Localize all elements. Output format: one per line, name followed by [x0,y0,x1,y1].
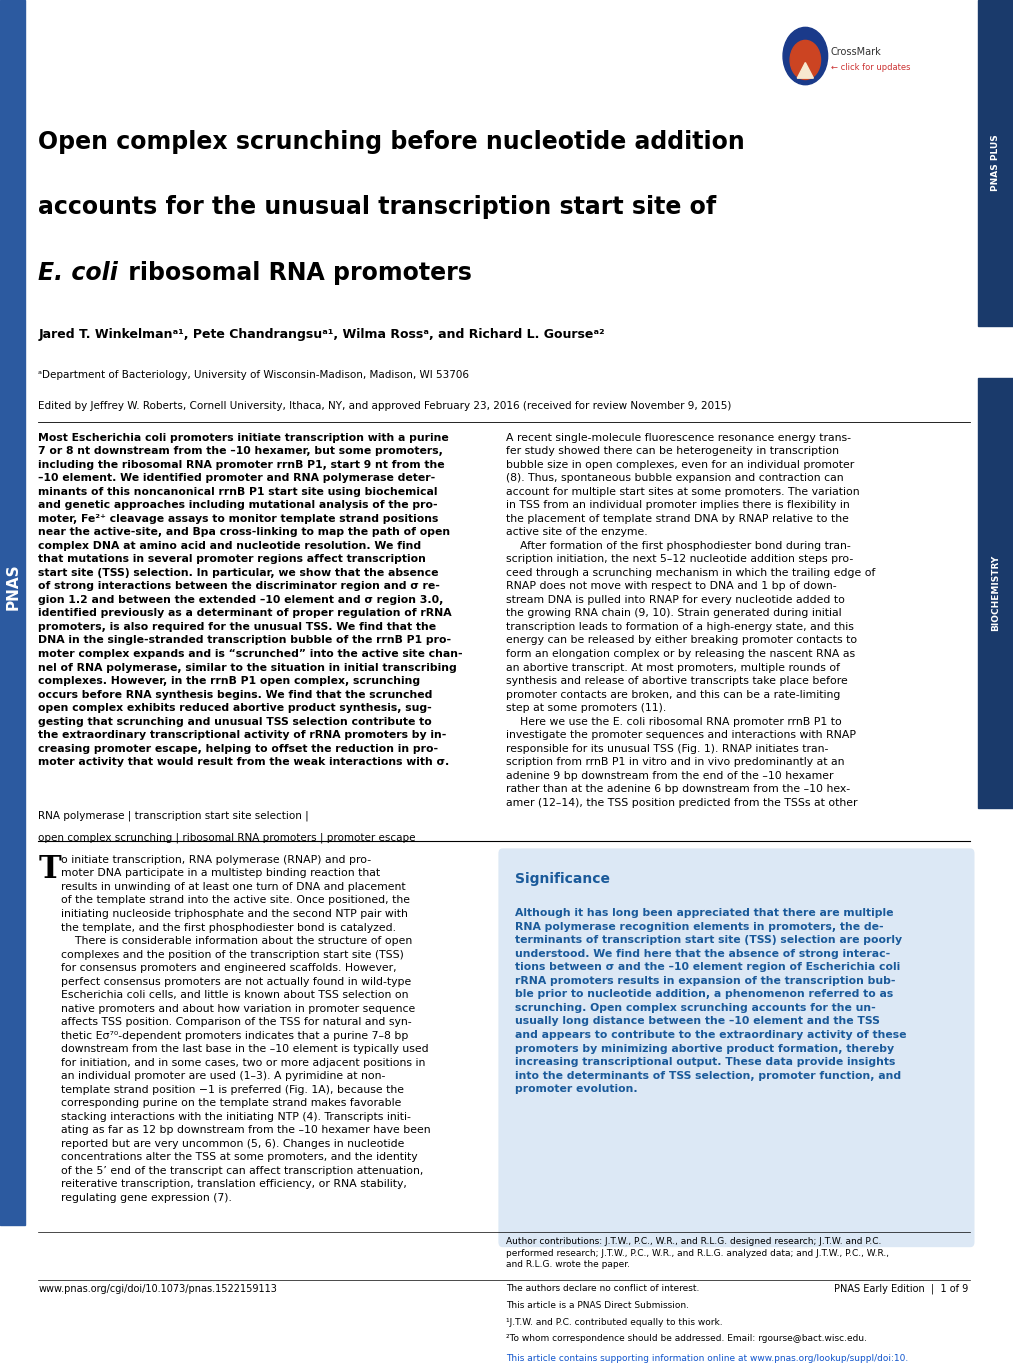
Text: This article contains supporting information online at www.pnas.org/lookup/suppl: This article contains supporting informa… [506,1354,908,1365]
Text: Edited by Jeffrey W. Roberts, Cornell University, Ithaca, NY, and approved Febru: Edited by Jeffrey W. Roberts, Cornell Un… [39,401,732,411]
Text: ribosomal RNA promoters: ribosomal RNA promoters [119,261,471,285]
Text: accounts for the unusual transcription start site of: accounts for the unusual transcription s… [39,195,716,220]
Text: open complex scrunching | ribosomal RNA promoters | promoter escape: open complex scrunching | ribosomal RNA … [39,833,416,844]
Text: ᵃDepartment of Bacteriology, University of Wisconsin-Madison, Madison, WI 53706: ᵃDepartment of Bacteriology, University … [39,370,469,379]
Text: ¹J.T.W. and P.C. contributed equally to this work.: ¹J.T.W. and P.C. contributed equally to … [506,1317,722,1327]
Text: Most Escherichia coli promoters initiate transcription with a purine
7 or 8 nt d: Most Escherichia coli promoters initiate… [39,433,463,767]
Circle shape [783,27,826,85]
Text: Although it has long been appreciated that there are multiple
RNA polymerase rec: Although it has long been appreciated th… [515,908,905,1095]
Bar [976,0,1012,326]
Text: This article is a PNAS Direct Submission.: This article is a PNAS Direct Submission… [506,1301,689,1309]
FancyBboxPatch shape [498,849,973,1248]
Bar [976,378,1012,808]
Text: o initiate transcription, RNA polymerase (RNAP) and pro-
moter DNA participate i: o initiate transcription, RNA polymerase… [61,854,430,1203]
Text: www.pnas.org/cgi/doi/10.1073/pnas.1522159113: www.pnas.org/cgi/doi/10.1073/pnas.152215… [39,1283,277,1294]
Circle shape [790,41,819,79]
Text: T: T [39,853,61,885]
Text: The authors declare no conflict of interest.: The authors declare no conflict of inter… [506,1283,699,1293]
Text: BIOCHEMISTRY: BIOCHEMISTRY [989,554,999,631]
Text: PNAS: PNAS [5,564,20,610]
Text: PNAS Early Edition  |  1 of 9: PNAS Early Edition | 1 of 9 [834,1283,967,1294]
Text: RNA polymerase | transcription start site selection |: RNA polymerase | transcription start sit… [39,811,309,822]
Text: ²To whom correspondence should be addressed. Email: rgourse@bact.wisc.edu.: ²To whom correspondence should be addres… [506,1335,866,1343]
Polygon shape [797,63,812,78]
Text: PNAS PLUS: PNAS PLUS [989,135,999,191]
Text: Downloaded by guest on September 30, 2021: Downloaded by guest on September 30, 202… [3,759,11,935]
Text: E. coli: E. coli [39,261,118,285]
Text: Jared T. Winkelmanᵃ¹, Pete Chandrangsuᵃ¹, Wilma Rossᵃ, and Richard L. Gourseᵃ²: Jared T. Winkelmanᵃ¹, Pete Chandrangsuᵃ¹… [39,329,604,341]
Bar [0,0,25,1224]
Text: Open complex scrunching before nucleotide addition: Open complex scrunching before nucleotid… [39,130,745,154]
Text: Significance: Significance [515,872,609,886]
Text: ← click for updates: ← click for updates [829,63,909,72]
Text: CrossMark: CrossMark [829,48,880,57]
Text: A recent single-molecule fluorescence resonance energy trans-
fer study showed t: A recent single-molecule fluorescence re… [506,433,875,808]
Text: Author contributions: J.T.W., P.C., W.R., and R.L.G. designed research; J.T.W. a: Author contributions: J.T.W., P.C., W.R.… [506,1237,889,1269]
